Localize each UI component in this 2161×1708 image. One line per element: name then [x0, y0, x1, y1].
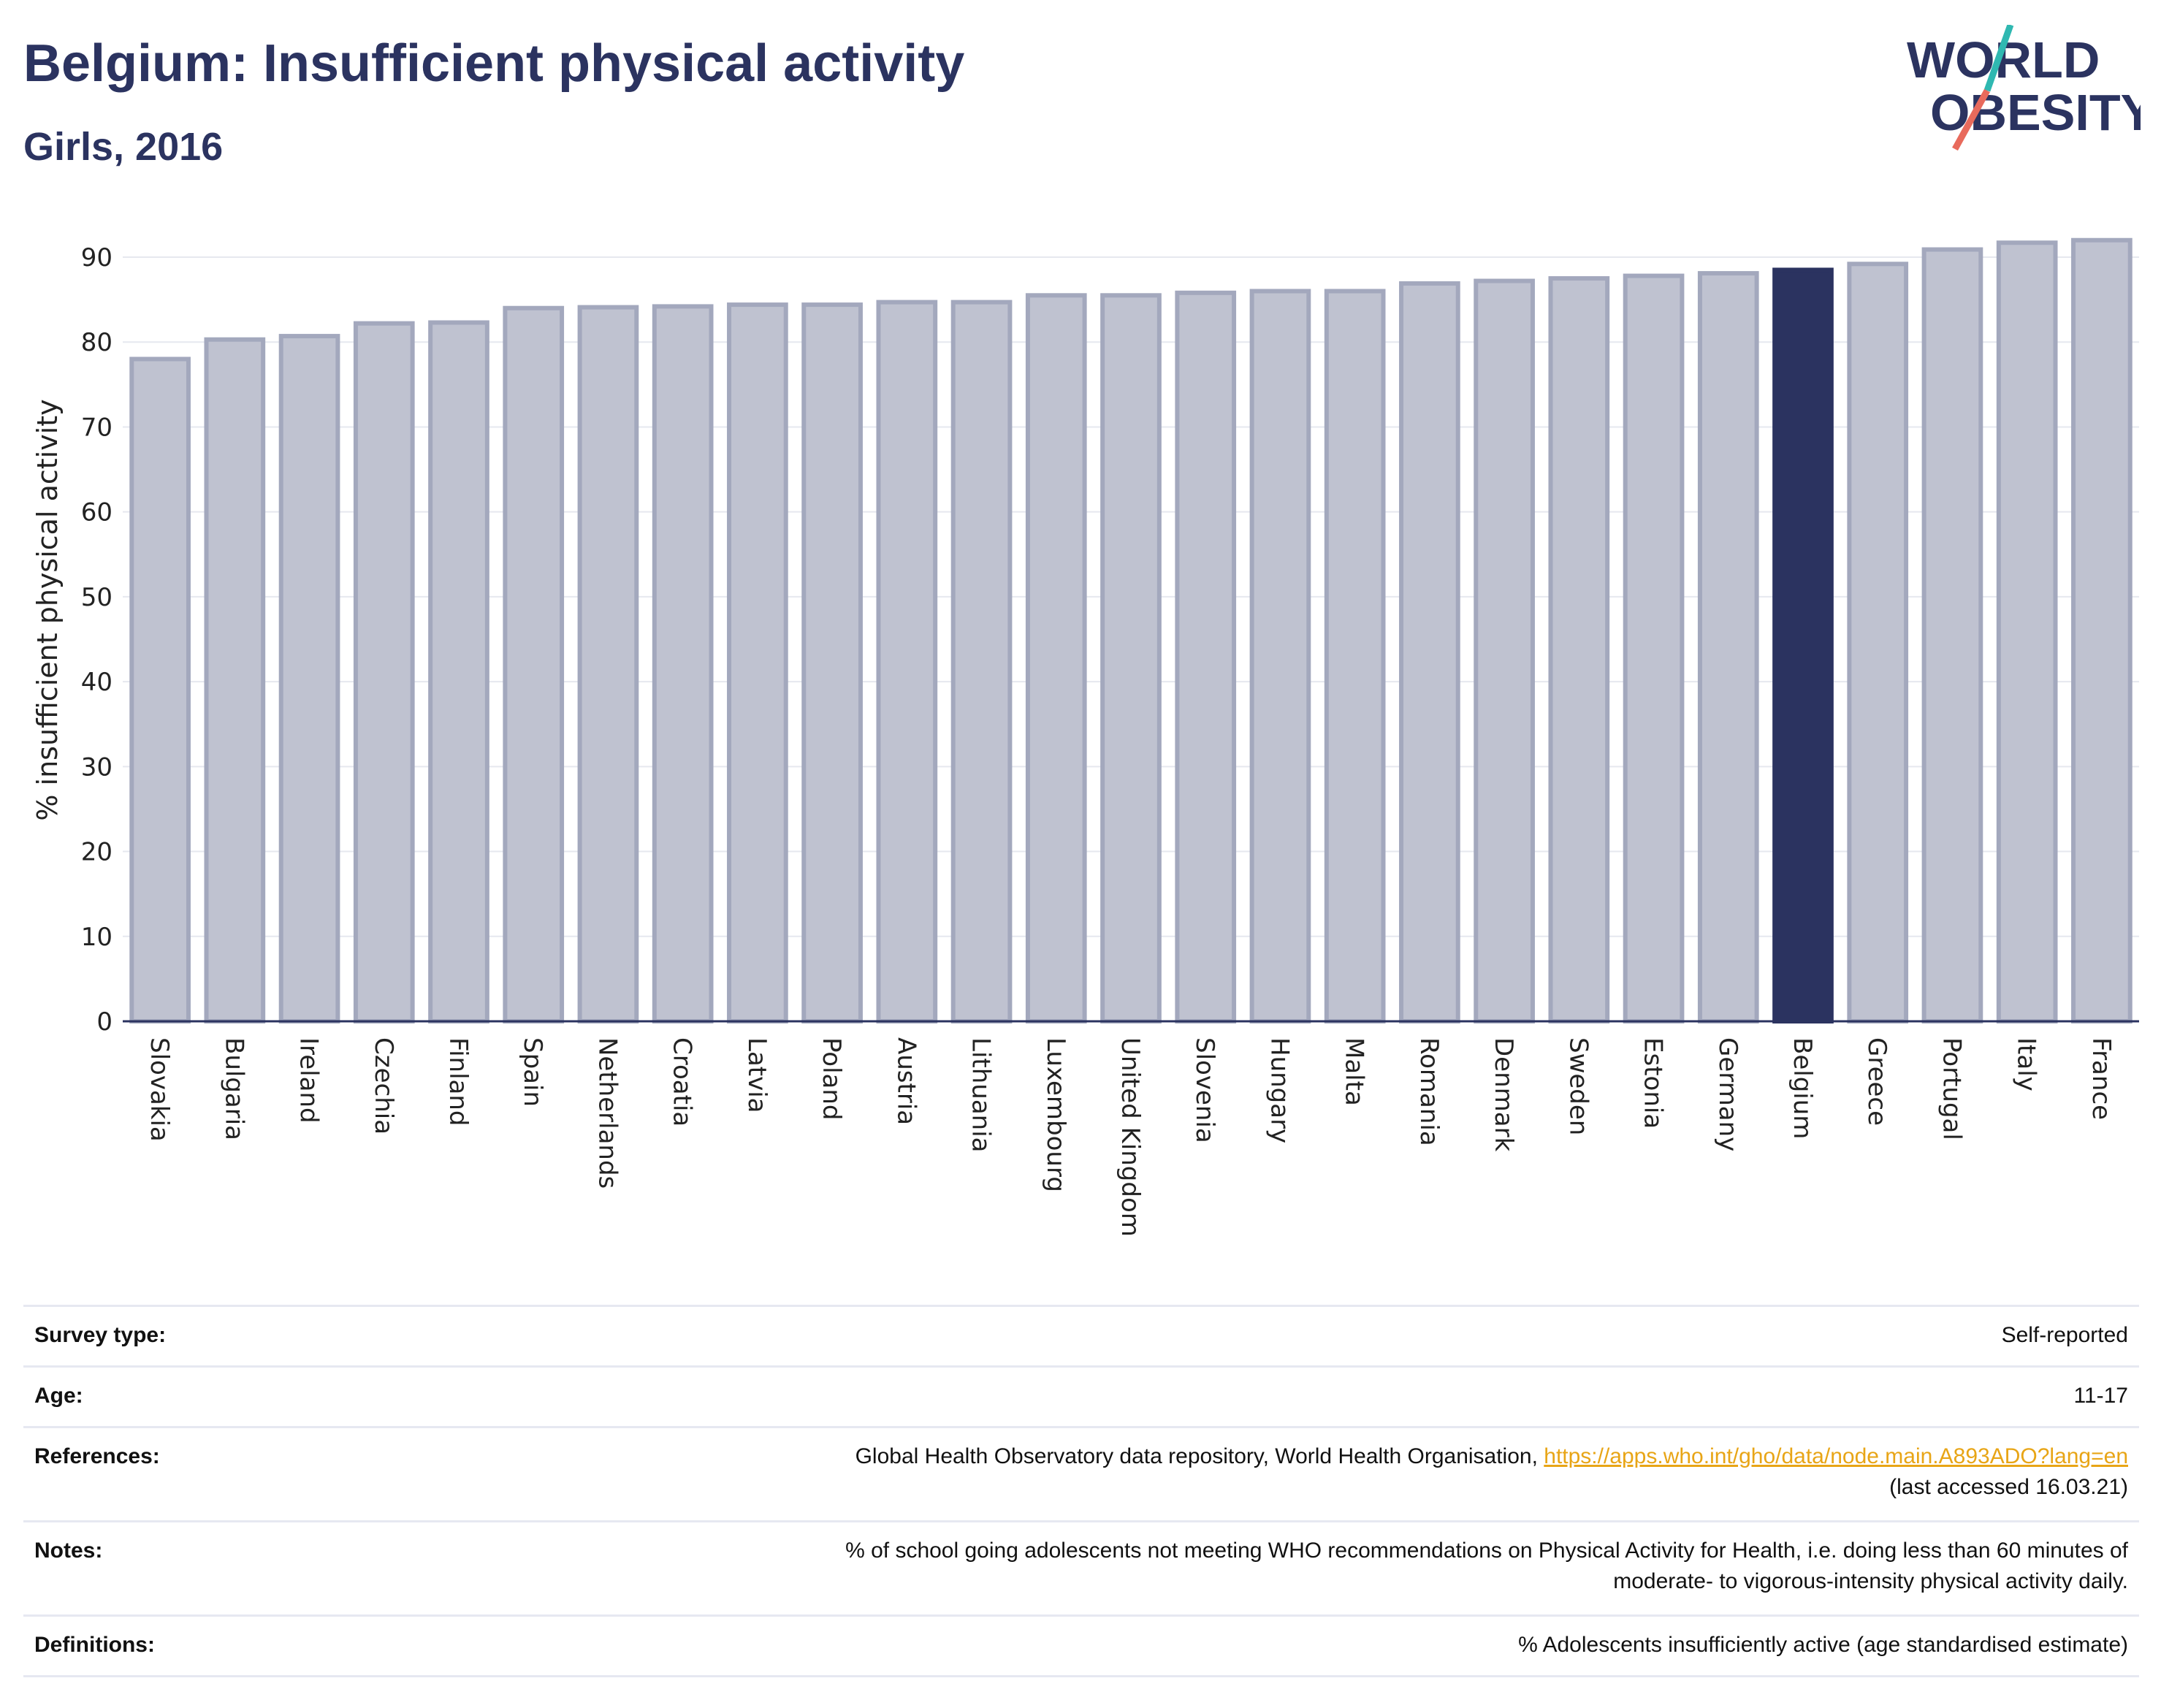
x-tick-label: Ireland — [294, 1037, 324, 1124]
y-tick-label: 90 — [81, 243, 113, 272]
x-tick-label: Austria — [891, 1037, 921, 1125]
definitions-value: % Adolescents insufficiently active (age… — [1518, 1633, 2128, 1657]
bar-hungary — [1249, 289, 1311, 1023]
y-tick-label: 40 — [81, 668, 113, 697]
x-tick-label: Latvia — [742, 1037, 771, 1113]
survey-type-value: Self-reported — [2001, 1323, 2128, 1347]
references-accessed: (last accessed 16.03.21) — [1889, 1475, 2128, 1499]
x-tick-label: United Kingdom — [1116, 1037, 1145, 1237]
bar-denmark — [1474, 278, 1535, 1023]
references-label: References: — [34, 1444, 160, 1468]
y-axis-label: % insufficient physical activity — [31, 399, 64, 820]
references-text: Global Health Observatory data repositor… — [855, 1444, 1544, 1468]
y-tick-label: 50 — [81, 583, 113, 612]
x-tick-label: Hungary — [1265, 1037, 1294, 1143]
bar-romania — [1399, 281, 1460, 1024]
info-row-survey-type: Survey type: Self-reported — [23, 1305, 2139, 1365]
info-table: Survey type: Self-reported Age: 11-17 Re… — [23, 1305, 2139, 1677]
definitions-label: Definitions: — [34, 1633, 155, 1657]
y-tick-label: 30 — [81, 752, 113, 782]
bar-netherlands — [577, 305, 639, 1023]
x-tick-label: Bulgaria — [219, 1037, 248, 1140]
age-value: 11-17 — [2073, 1384, 2128, 1408]
bar-chart: 0 10 20 30 40 50 60 70 80 90 Slovakia Bulgaria Irel… — [31, 237, 2139, 1237]
page-title: Belgium: Insufficient physical activity — [23, 34, 965, 93]
bar-bulgaria — [204, 337, 266, 1024]
logo-slash-teal — [1983, 25, 2014, 92]
notes-line-1: % of school going adolescents not meetin… — [845, 1539, 2128, 1563]
bar-lithuania — [950, 300, 1013, 1023]
info-row-definitions: Definitions: % Adolescents insufficientl… — [23, 1614, 2139, 1677]
bar-italy — [1996, 240, 2058, 1024]
x-tick-label: Romania — [1414, 1037, 1444, 1146]
y-tick-labels: 0 10 20 30 40 50 60 70 80 90 — [81, 243, 113, 1037]
bar-belgium — [1772, 267, 1834, 1023]
x-tick-label: Italy — [2012, 1037, 2041, 1091]
bar-france — [2071, 237, 2133, 1023]
bar-latvia — [727, 302, 788, 1023]
age-label: Age: — [34, 1384, 83, 1408]
references-value: Global Health Observatory data repositor… — [23, 1428, 2139, 1503]
references-link[interactable]: https://apps.who.int/gho/data/node.main.… — [1544, 1444, 2128, 1468]
x-tick-labels: Slovakia Bulgaria Ireland Czechia Finland Spa… — [145, 1037, 2116, 1237]
x-tick-label: Poland — [817, 1037, 846, 1121]
y-tick-label: 0 — [96, 1007, 113, 1037]
x-tick-label: Malta — [1340, 1037, 1369, 1106]
page-subtitle: Girls, 2016 — [23, 125, 224, 169]
bar-luxembourg — [1025, 293, 1087, 1023]
x-tick-label: Finland — [443, 1037, 473, 1126]
x-tick-label: Slovakia — [145, 1037, 174, 1142]
x-tick-label: France — [2086, 1037, 2116, 1120]
x-tick-label: Luxembourg — [1041, 1037, 1070, 1192]
bar-slovenia — [1175, 290, 1237, 1023]
x-tick-label: Belgium — [1788, 1037, 1817, 1139]
bars — [129, 237, 2133, 1024]
bar-croatia — [652, 304, 714, 1023]
bar-spain — [503, 305, 565, 1023]
bar-poland — [801, 302, 863, 1023]
bar-slovakia — [129, 357, 191, 1023]
x-tick-label: Netherlands — [592, 1037, 622, 1189]
bar-estonia — [1623, 273, 1685, 1023]
notes-label: Notes: — [34, 1539, 103, 1563]
x-tick-label: Sweden — [1563, 1037, 1593, 1135]
y-tick-label: 20 — [81, 838, 113, 867]
bar-united-kingdom — [1100, 293, 1162, 1023]
bar-portugal — [1921, 247, 1983, 1023]
x-tick-label: Spain — [518, 1037, 547, 1107]
bar-ireland — [278, 334, 340, 1023]
x-tick-label: Portugal — [1937, 1037, 1966, 1140]
bar-greece — [1847, 262, 1909, 1024]
bar-sweden — [1548, 276, 1610, 1023]
info-row-notes: Notes: % of school going adolescents not… — [23, 1520, 2139, 1614]
bar-austria — [876, 300, 938, 1023]
y-tick-label: 10 — [81, 923, 113, 952]
x-tick-label: Germany — [1713, 1037, 1742, 1151]
survey-type-label: Survey type: — [34, 1323, 167, 1347]
info-row-references: References: Global Health Observatory da… — [23, 1426, 2139, 1520]
y-tick-label: 70 — [81, 413, 113, 442]
world-obesity-logo: WORLD OBESITY — [1907, 25, 2141, 151]
logo-slash-red — [1952, 88, 1990, 151]
notes-value: % of school going adolescents not meetin… — [23, 1522, 2139, 1597]
x-tick-label: Czechia — [369, 1037, 398, 1135]
x-tick-label: Lithuania — [967, 1037, 996, 1152]
notes-line-2: moderate- to vigorous-intensity physical… — [1613, 1569, 2128, 1593]
x-tick-label: Estonia — [1639, 1037, 1668, 1129]
x-tick-label: Croatia — [668, 1037, 697, 1126]
bar-germany — [1697, 271, 1759, 1023]
info-row-age: Age: 11-17 — [23, 1365, 2139, 1426]
x-tick-label: Greece — [1862, 1037, 1891, 1126]
bar-finland — [428, 320, 489, 1024]
y-tick-label: 80 — [81, 328, 113, 357]
x-tick-label: Denmark — [1489, 1037, 1518, 1152]
bar-malta — [1324, 289, 1386, 1023]
x-tick-label: Slovenia — [1190, 1037, 1219, 1143]
y-tick-label: 60 — [81, 498, 113, 527]
bar-czechia — [353, 321, 415, 1023]
